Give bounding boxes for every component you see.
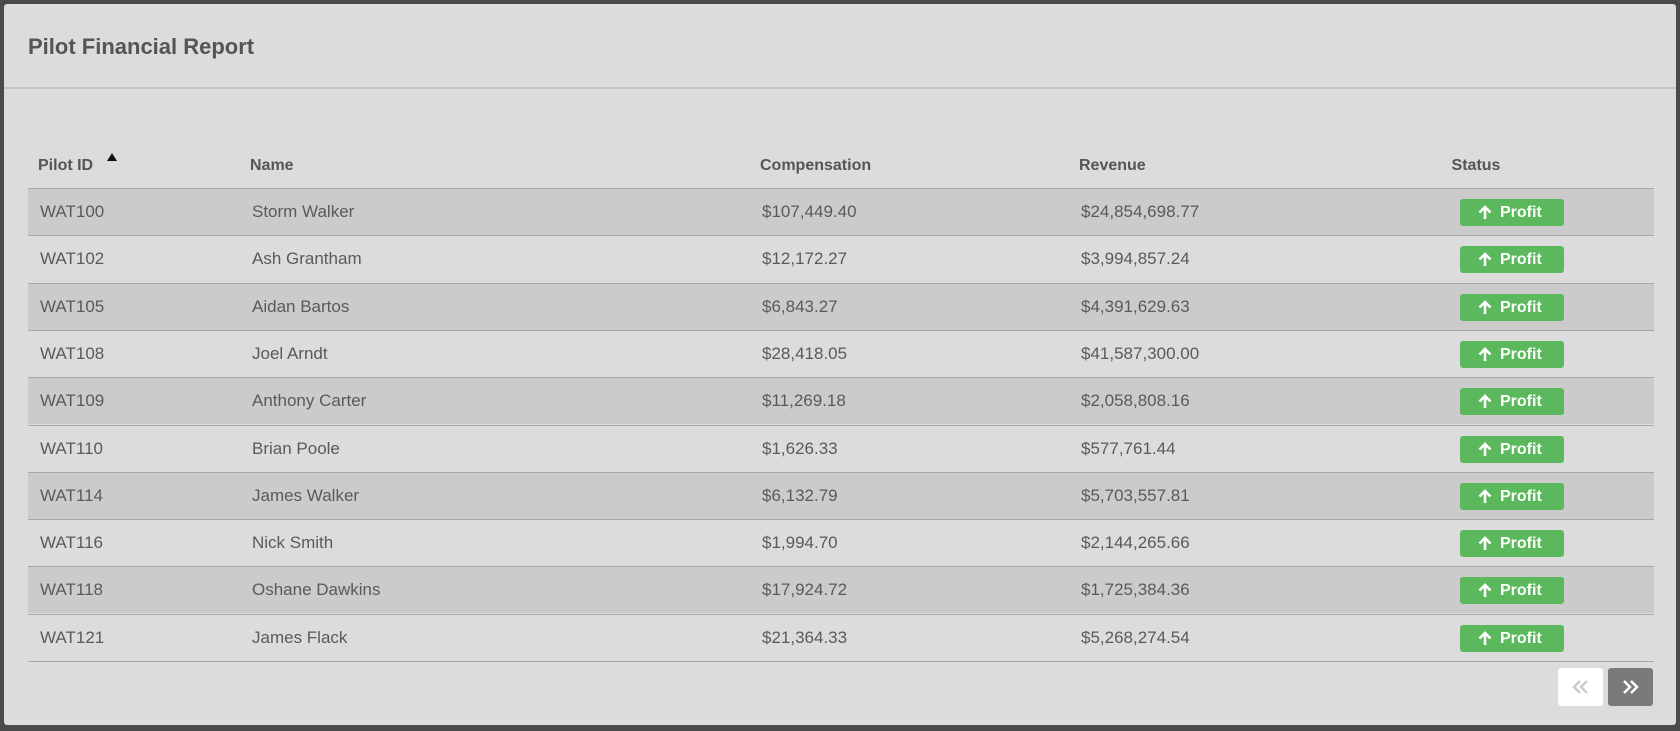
pilot-id: WAT110 bbox=[40, 438, 103, 458]
table-row: WAT109 Anthony Carter $11,269.18 $2,058,808… bbox=[28, 377, 1654, 425]
status-badge: Profit bbox=[1460, 199, 1564, 226]
status-text: Profit bbox=[1500, 582, 1542, 600]
revenue: $5,703,557.81 bbox=[1081, 485, 1190, 505]
table-row: WAT102 Ash Grantham $12,172.27 $3,994,857.2… bbox=[28, 235, 1654, 283]
status-badge: Profit bbox=[1460, 577, 1564, 605]
compensation: $1,626.33 bbox=[762, 438, 838, 458]
status-badge: Profit bbox=[1460, 435, 1564, 463]
divider bbox=[4, 87, 1676, 89]
status-text: Profit bbox=[1500, 393, 1542, 411]
status-text: Profit bbox=[1500, 251, 1542, 269]
column-header[interactable]: Status bbox=[1451, 157, 1501, 174]
status-text: Profit bbox=[1500, 487, 1542, 505]
pilot-id: WAT116 bbox=[40, 533, 103, 553]
pilot-id: WAT118 bbox=[40, 580, 103, 600]
pilot-name: Storm Walker bbox=[252, 202, 355, 221]
arrow-up-icon bbox=[1478, 583, 1492, 598]
column-header[interactable]: Pilot ID bbox=[38, 140, 117, 185]
arrow-up-icon bbox=[1478, 347, 1492, 361]
compensation: $21,364.33 bbox=[762, 627, 848, 647]
status-badge: Profit bbox=[1460, 530, 1564, 558]
table-bottom-border bbox=[28, 661, 1654, 662]
revenue: $1,725,384.36 bbox=[1081, 580, 1190, 600]
panel: Pilot Financial Report Pilot ID Name Compe… bbox=[4, 4, 1676, 725]
pilot-name: Aidan Bartos bbox=[252, 296, 350, 316]
table-row: WAT114 James Walker $6,132.79 $5,703,557.81… bbox=[28, 471, 1654, 519]
table-row: WAT110 Brian Poole $1,626.33 $577,761.44 Pro… bbox=[28, 424, 1654, 472]
revenue: $41,587,300.00 bbox=[1081, 343, 1200, 363]
revenue: $5,268,274.54 bbox=[1081, 627, 1190, 647]
revenue: $24,854,698.77 bbox=[1081, 202, 1200, 221]
pilot-id: WAT109 bbox=[40, 391, 105, 411]
pilot-name: Oshane Dawkins bbox=[252, 580, 381, 600]
compensation: $6,132.79 bbox=[762, 485, 838, 505]
pilot-id: WAT105 bbox=[40, 296, 105, 316]
compensation: $11,269.18 bbox=[762, 391, 846, 411]
compensation: $6,843.27 bbox=[762, 296, 838, 316]
table-row: WAT108 Joel Arndt $28,418.05 $41,587,300.00… bbox=[28, 329, 1654, 377]
previous-page-button[interactable] bbox=[1558, 668, 1603, 706]
compensation: $17,924.72 bbox=[762, 580, 848, 600]
compensation: $107,449.40 bbox=[762, 202, 857, 221]
status-badge: Profit bbox=[1460, 293, 1564, 321]
status-text: Profit bbox=[1500, 535, 1542, 553]
table-row: WAT118 Oshane Dawkins $17,924.72 $1,725,384… bbox=[28, 566, 1654, 614]
pilot-name: Joel Arndt bbox=[252, 343, 328, 363]
table-row: WAT100 Storm Walker $107,449.40 $24,854,698… bbox=[28, 188, 1654, 235]
arrow-up-icon bbox=[1478, 299, 1492, 314]
arrow-up-icon bbox=[1478, 630, 1492, 645]
column-header[interactable]: Revenue bbox=[1079, 157, 1146, 174]
pilot-id: WAT102 bbox=[40, 249, 105, 269]
status-text: Profit bbox=[1500, 345, 1542, 363]
status-badge: Profit bbox=[1460, 482, 1564, 510]
status-text: Profit bbox=[1500, 629, 1542, 647]
status-badge: Profit bbox=[1460, 388, 1564, 416]
status-badge: Profit bbox=[1460, 624, 1564, 652]
compensation: $28,418.05 bbox=[762, 343, 848, 363]
pilot-name: Anthony Carter bbox=[252, 391, 367, 411]
pilot-name: Ash Grantham bbox=[252, 249, 362, 269]
arrow-up-icon bbox=[1478, 536, 1492, 551]
table-row: WAT116 Nick Smith $1,994.70 $2,144,265.66 Pr… bbox=[28, 519, 1654, 567]
pilot-name: James Walker bbox=[252, 485, 360, 505]
pilot-name: James Flack bbox=[252, 627, 348, 647]
revenue: $4,391,629.63 bbox=[1081, 296, 1190, 316]
next-icon bbox=[1623, 680, 1639, 694]
compensation: $1,994.70 bbox=[762, 533, 838, 553]
pilot-id: WAT121 bbox=[40, 627, 105, 647]
pilot-id: WAT100 bbox=[40, 202, 105, 221]
column-header[interactable]: Name bbox=[250, 157, 294, 174]
status-text: Profit bbox=[1500, 440, 1542, 458]
pilot-name: Brian Poole bbox=[252, 438, 340, 458]
revenue: $2,144,265.66 bbox=[1081, 533, 1190, 553]
status-badge: Profit bbox=[1460, 340, 1564, 368]
pilot-id: WAT108 bbox=[40, 343, 105, 363]
column-header[interactable]: Compensation bbox=[760, 157, 872, 174]
pilot-id: WAT114 bbox=[40, 485, 103, 505]
arrow-up-icon bbox=[1478, 252, 1492, 267]
table-row: WAT121 James Flack $21,364.33 $5,268,274.54… bbox=[28, 613, 1654, 661]
arrow-up-icon bbox=[1478, 205, 1492, 219]
previous-icon bbox=[1572, 680, 1588, 694]
status-text: Profit bbox=[1500, 298, 1542, 316]
next-page-button[interactable] bbox=[1608, 668, 1653, 706]
arrow-up-icon bbox=[1478, 441, 1492, 456]
table-row: WAT105 Aidan Bartos $6,843.27 $4,391,629.63… bbox=[28, 282, 1654, 330]
status-text: Profit bbox=[1500, 204, 1542, 221]
compensation: $12,172.27 bbox=[762, 249, 848, 269]
revenue: $577,761.44 bbox=[1081, 438, 1176, 458]
revenue: $2,058,808.16 bbox=[1081, 391, 1190, 411]
report-title: Pilot Financial Report bbox=[28, 34, 255, 59]
status-badge: Profit bbox=[1460, 246, 1564, 274]
sort-indicator bbox=[107, 153, 117, 161]
arrow-up-icon bbox=[1478, 488, 1492, 503]
revenue: $3,994,857.24 bbox=[1081, 249, 1190, 269]
arrow-up-icon bbox=[1478, 394, 1492, 409]
pilot-name: Nick Smith bbox=[252, 533, 334, 553]
